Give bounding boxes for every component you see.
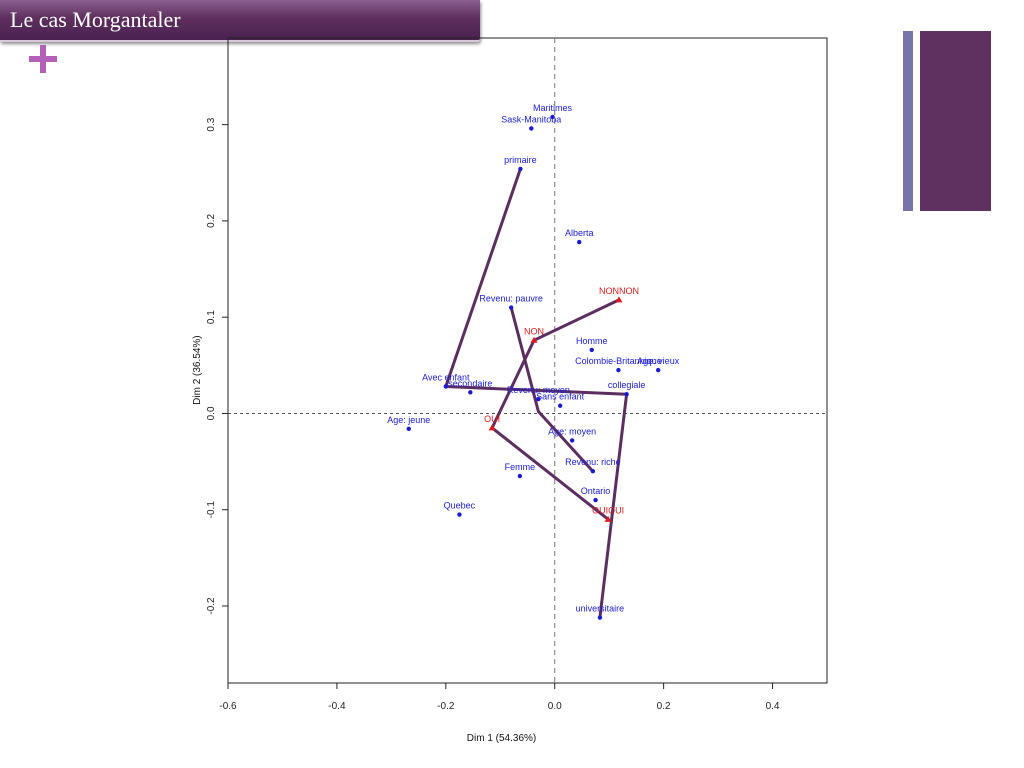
data-label: Age: jeune — [387, 415, 430, 425]
profile-path — [509, 307, 594, 473]
data-point-blue — [518, 166, 523, 172]
data-point-blue — [577, 239, 582, 245]
data-label: Sans enfant — [536, 392, 585, 402]
data-label: Maritimes — [533, 103, 573, 113]
data-label: Colombie-Britannique — [575, 356, 662, 366]
data-point-blue — [468, 390, 473, 395]
data-point-blue — [589, 347, 594, 353]
data-label: universitaire — [576, 604, 625, 614]
data-point-blue — [557, 403, 563, 408]
data-point-red — [488, 424, 496, 431]
data-label: Alberta — [565, 228, 594, 238]
data-label: secondaire — [448, 378, 492, 388]
decorative-bar-thin — [903, 31, 913, 211]
data-label: Age: moyen — [548, 426, 596, 436]
x-tick-label: 0.4 — [766, 701, 780, 712]
data-label: Avec enfant — [422, 372, 470, 382]
y-tick-label: -0.2 — [206, 597, 217, 615]
plus-icon — [29, 45, 57, 73]
data-label: Homme — [576, 336, 608, 346]
x-tick-label: 0.0 — [548, 701, 562, 712]
slide-title: Le cas Morgantaler — [10, 7, 181, 32]
data-point-blue — [569, 438, 575, 443]
data-label: NONNON — [599, 286, 639, 296]
data-point-blue — [443, 384, 449, 389]
data-point-red — [604, 515, 612, 522]
x-tick-label: -0.4 — [328, 701, 346, 712]
data-point-blue — [624, 391, 629, 397]
data-label: OUIOUI — [592, 505, 624, 515]
data-label: Ontario — [581, 486, 611, 496]
y-axis-label: Dim 2 (36.54%) — [192, 335, 203, 404]
data-label: Revenu: pauvre — [479, 294, 543, 304]
data-label: primaire — [504, 155, 537, 165]
data-point-red — [530, 336, 538, 343]
x-axis-label: Dim 1 (54.36%) — [467, 733, 536, 744]
data-label: Revenu: riche — [565, 457, 621, 467]
data-label: Sask-Manitoba — [501, 114, 561, 124]
data-label: Revenu: moyen — [507, 385, 570, 395]
data-label: collegiale — [608, 380, 646, 390]
data-point-blue — [655, 367, 661, 373]
data-point-blue — [529, 126, 534, 131]
data-point-red — [615, 296, 623, 303]
decorative-bar-thick — [920, 31, 991, 211]
x-tick-label: 0.2 — [657, 701, 671, 712]
data-point-blue — [597, 615, 603, 620]
profile-path — [490, 298, 620, 521]
data-label: Femme — [505, 462, 536, 472]
data-point-blue — [536, 396, 541, 402]
ca-biplot: -0.6 -0.4 -0.2 0.0 0.2 0.4 -0.2 -0.1 0.0 0.1 0.2 0.… — [192, 37, 828, 744]
x-tick-label: -0.2 — [437, 701, 455, 712]
data-label: NON — [524, 326, 544, 336]
plot-frame — [227, 37, 828, 684]
data-point-blue — [593, 497, 598, 503]
data-point-blue — [406, 426, 411, 432]
y-tick-label: 0.3 — [206, 117, 217, 131]
data-label: Quebec — [444, 501, 476, 511]
x-tick-label: -0.6 — [219, 701, 237, 712]
data-point-blue — [550, 114, 555, 120]
y-tick-label: 0.2 — [206, 214, 217, 228]
data-point-blue — [457, 512, 462, 517]
data-label: OUI — [484, 414, 500, 424]
profile-path — [444, 168, 629, 618]
y-tick-label: -0.1 — [206, 501, 217, 519]
y-tick-label: 0.1 — [206, 310, 217, 324]
data-point-blue — [616, 367, 621, 373]
title-bar: Le cas Morgantaler — [0, 0, 480, 42]
data-point-blue — [508, 305, 514, 310]
y-tick-label: 0.0 — [206, 406, 217, 420]
data-point-blue — [590, 469, 596, 474]
data-point-blue — [517, 473, 523, 479]
data-label: Age: vieux — [637, 356, 680, 366]
